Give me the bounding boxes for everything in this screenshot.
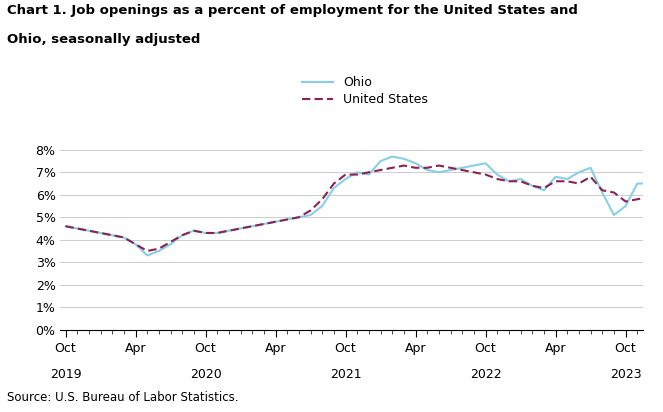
Text: 2022: 2022 [470,368,501,382]
Text: 2020: 2020 [190,368,221,382]
Text: Chart 1. Job openings as a percent of employment for the United States and: Chart 1. Job openings as a percent of em… [7,4,577,17]
Text: Source: U.S. Bureau of Labor Statistics.: Source: U.S. Bureau of Labor Statistics. [7,391,238,404]
Text: 2021: 2021 [330,368,361,382]
Legend: Ohio, United States: Ohio, United States [302,76,428,106]
Text: 2019: 2019 [50,368,82,382]
Text: 2023: 2023 [610,368,641,382]
Text: Ohio, seasonally adjusted: Ohio, seasonally adjusted [7,33,200,46]
